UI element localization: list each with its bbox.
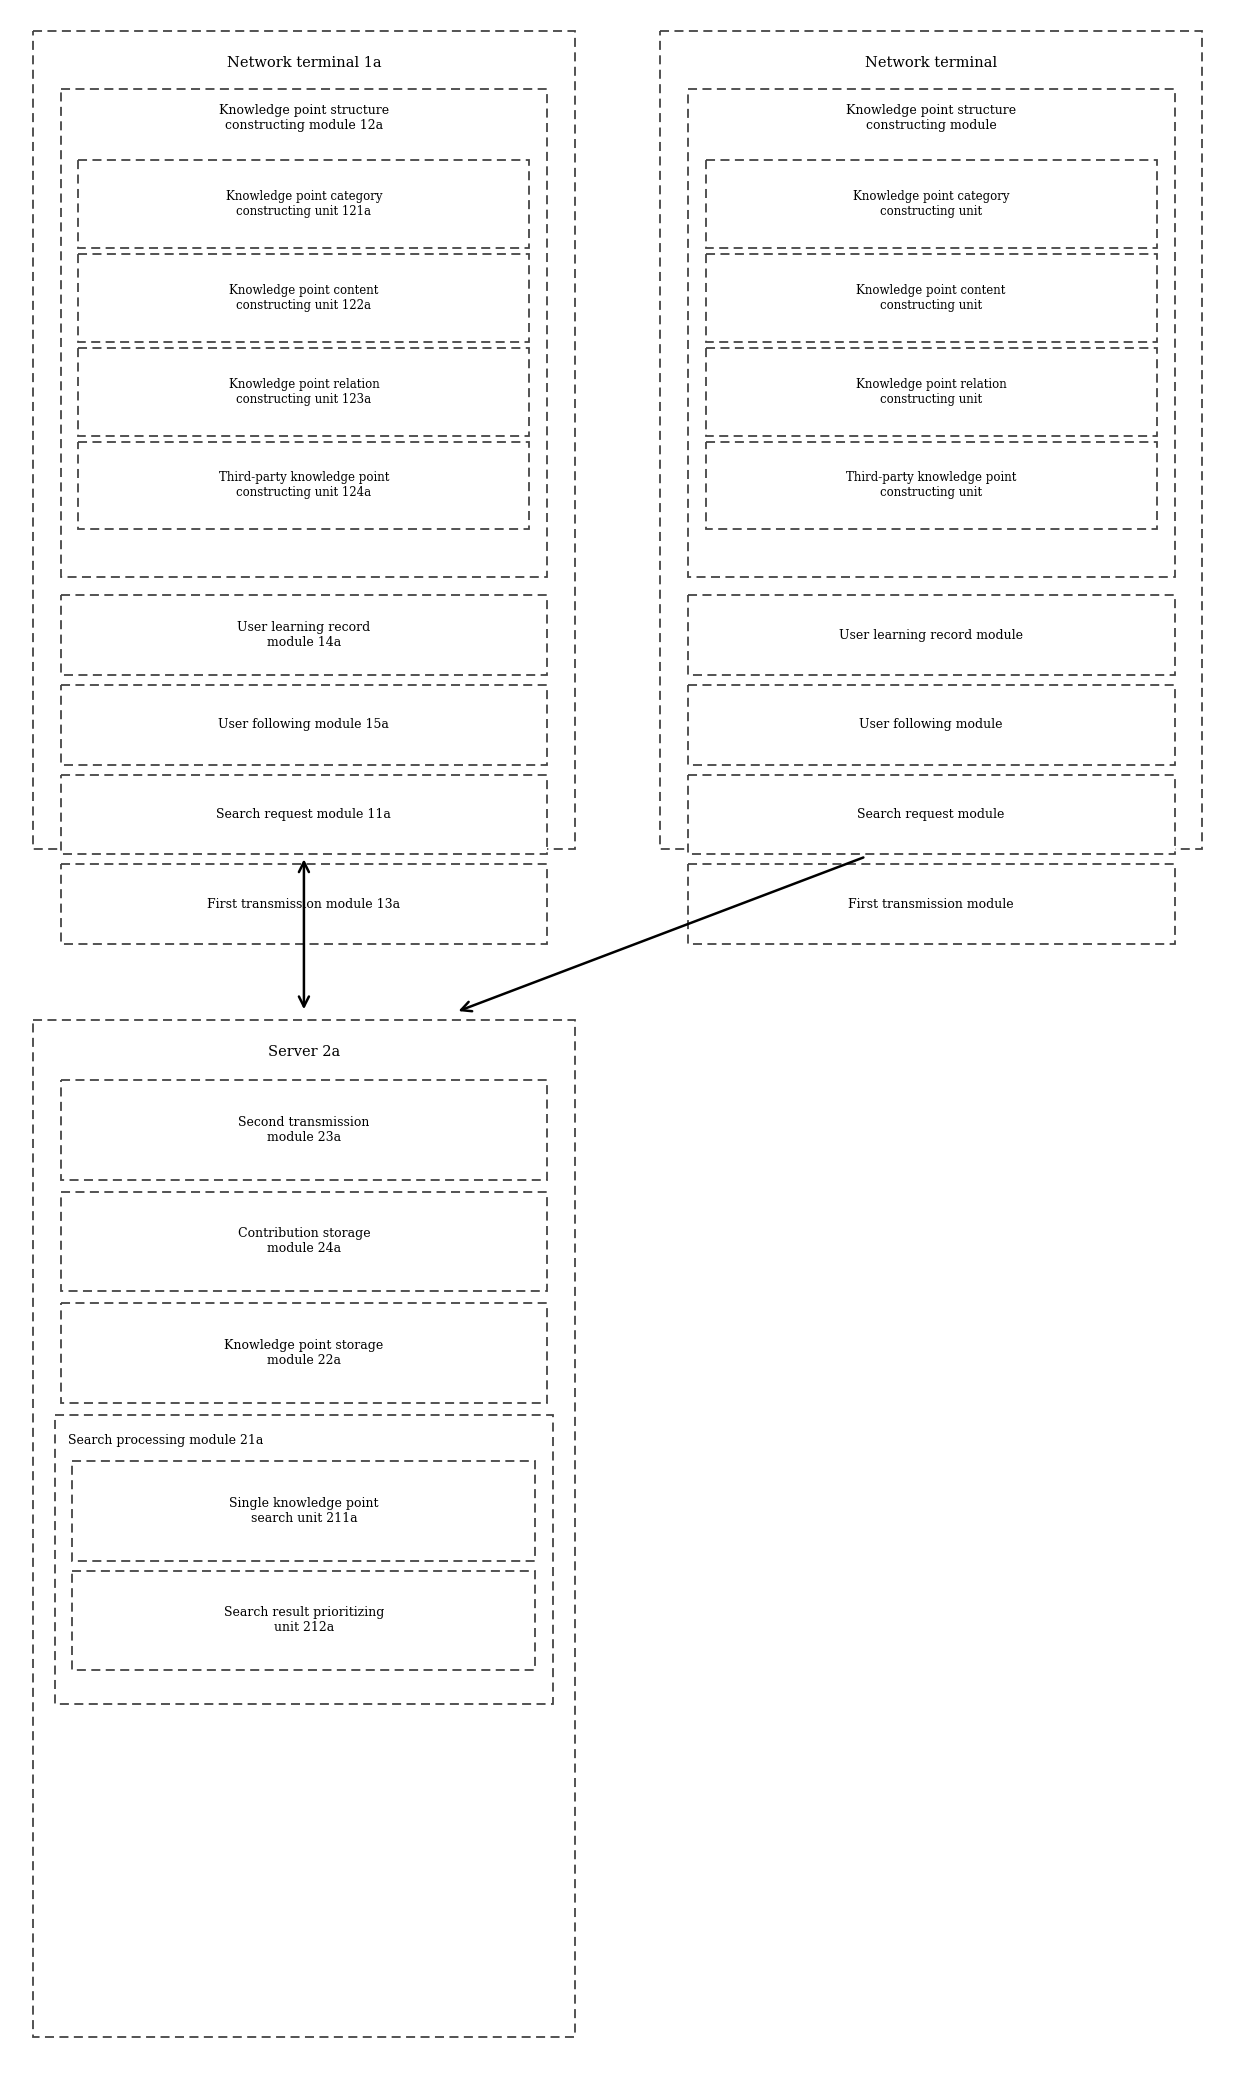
Text: Knowledge point structure
constructing module: Knowledge point structure constructing m…: [846, 104, 1016, 133]
Bar: [61, 1304, 547, 1403]
Bar: [706, 160, 1157, 249]
Text: First transmission module 13a: First transmission module 13a: [207, 897, 401, 911]
Bar: [61, 596, 547, 675]
Text: Knowledge point relation
constructing unit: Knowledge point relation constructing un…: [856, 378, 1007, 405]
Bar: [688, 774, 1174, 855]
Text: Third-party knowledge point
constructing unit: Third-party knowledge point constructing…: [846, 471, 1017, 500]
Text: Knowledge point relation
constructing unit 123a: Knowledge point relation constructing un…: [228, 378, 379, 405]
Bar: [688, 864, 1174, 945]
Text: First transmission module: First transmission module: [848, 897, 1014, 911]
Bar: [72, 1572, 536, 1671]
Bar: [78, 253, 529, 343]
Bar: [55, 1416, 553, 1704]
Text: User following module 15a: User following module 15a: [218, 718, 389, 731]
Text: Single knowledge point
search unit 211a: Single knowledge point search unit 211a: [229, 1497, 378, 1524]
Bar: [688, 685, 1174, 764]
Bar: [32, 31, 575, 849]
Text: Search request module 11a: Search request module 11a: [217, 808, 392, 822]
Bar: [706, 442, 1157, 529]
Text: Network terminal: Network terminal: [866, 56, 997, 71]
Bar: [660, 31, 1203, 849]
Text: Search result prioritizing
unit 212a: Search result prioritizing unit 212a: [223, 1607, 384, 1634]
Text: Knowledge point category
constructing unit: Knowledge point category constructing un…: [853, 191, 1009, 218]
Text: Second transmission
module 23a: Second transmission module 23a: [238, 1115, 370, 1144]
Text: Third-party knowledge point
constructing unit 124a: Third-party knowledge point constructing…: [218, 471, 389, 500]
Bar: [78, 160, 529, 249]
Bar: [688, 596, 1174, 675]
Text: Contribution storage
module 24a: Contribution storage module 24a: [238, 1227, 371, 1256]
Text: Search processing module 21a: Search processing module 21a: [68, 1435, 264, 1447]
Text: Network terminal 1a: Network terminal 1a: [227, 56, 381, 71]
Bar: [78, 442, 529, 529]
Text: Server 2a: Server 2a: [268, 1044, 340, 1059]
Text: Knowledge point structure
constructing module 12a: Knowledge point structure constructing m…: [218, 104, 389, 133]
Bar: [706, 253, 1157, 343]
Text: Knowledge point storage
module 22a: Knowledge point storage module 22a: [224, 1339, 383, 1368]
Text: Search request module: Search request module: [857, 808, 1004, 822]
Bar: [706, 349, 1157, 436]
Bar: [78, 349, 529, 436]
Text: Knowledge point category
constructing unit 121a: Knowledge point category constructing un…: [226, 191, 382, 218]
Bar: [32, 1019, 575, 2037]
Bar: [61, 89, 547, 577]
Bar: [61, 685, 547, 764]
Bar: [61, 1192, 547, 1291]
Bar: [61, 1080, 547, 1179]
Text: Knowledge point content
constructing unit 122a: Knowledge point content constructing uni…: [229, 284, 378, 311]
Text: Knowledge point content
constructing unit: Knowledge point content constructing uni…: [857, 284, 1006, 311]
Bar: [61, 864, 547, 945]
Bar: [61, 774, 547, 855]
Text: User learning record
module 14a: User learning record module 14a: [237, 621, 371, 650]
Bar: [688, 89, 1174, 577]
Text: User following module: User following module: [859, 718, 1003, 731]
Text: User learning record module: User learning record module: [839, 629, 1023, 641]
Bar: [72, 1462, 536, 1561]
